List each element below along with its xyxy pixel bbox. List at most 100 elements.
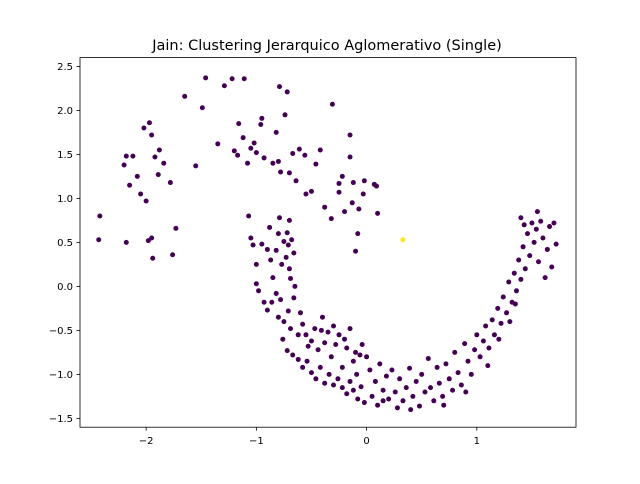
scatter-point-cluster-0-87 xyxy=(275,231,281,237)
scatter-point-cluster-0-183 xyxy=(452,349,458,355)
scatter-point-cluster-0-32 xyxy=(236,121,242,127)
scatter-point-cluster-0-98 xyxy=(292,283,298,289)
scatter-point-cluster-0-66 xyxy=(349,200,355,206)
plot-frame xyxy=(79,57,577,428)
scatter-point-cluster-0-170 xyxy=(413,378,419,384)
scatter-point-cluster-0-105 xyxy=(273,290,279,296)
scatter-point-cluster-0-219 xyxy=(547,224,553,230)
scatter-point-cluster-0-11 xyxy=(138,191,144,197)
scatter-point-cluster-0-236 xyxy=(507,319,513,325)
scatter-point-cluster-0-153 xyxy=(364,354,370,360)
scatter-point-cluster-0-180 xyxy=(443,361,449,367)
scatter-point-cluster-0-203 xyxy=(511,270,517,276)
scatter-point-cluster-0-132 xyxy=(359,341,365,347)
scatter-point-cluster-0-213 xyxy=(533,226,539,232)
scatter-point-cluster-0-99 xyxy=(289,237,295,243)
scatter-point-cluster-0-227 xyxy=(331,323,337,329)
scatter-point-cluster-0-142 xyxy=(322,380,328,386)
scatter-point-cluster-0-177 xyxy=(434,364,440,370)
scatter-point-cluster-0-209 xyxy=(525,231,530,237)
scatter-point-cluster-0-40 xyxy=(258,121,264,127)
scatter-point-cluster-0-137 xyxy=(300,364,306,370)
scatter-point-cluster-0-46 xyxy=(277,84,282,90)
x-tick-label: −2 xyxy=(139,436,154,447)
y-tick-label: −1.0 xyxy=(49,370,73,381)
scatter-point-cluster-0-90 xyxy=(281,239,287,245)
scatter-point-cluster-0-237 xyxy=(512,301,518,307)
scatter-point-cluster-0-33 xyxy=(240,135,246,141)
scatter-point-cluster-0-88 xyxy=(277,215,282,221)
scatter-point-cluster-0-211 xyxy=(529,220,535,226)
scatter-point-cluster-0-175 xyxy=(428,385,434,391)
scatter-point-cluster-0-107 xyxy=(278,297,284,303)
scatter-point-cluster-0-128 xyxy=(347,326,353,332)
scatter-point-cluster-0-191 xyxy=(477,354,483,360)
scatter-point-cluster-0-16 xyxy=(152,154,158,160)
scatter-point-cluster-0-193 xyxy=(483,323,489,329)
scatter-point-cluster-0-39 xyxy=(261,155,267,161)
scatter-point-cluster-0-17 xyxy=(156,147,162,153)
scatter-point-cluster-0-189 xyxy=(472,347,478,353)
scatter-point-cluster-0-125 xyxy=(336,332,342,338)
scatter-point-cluster-0-207 xyxy=(520,244,526,250)
scatter-point-cluster-0-47 xyxy=(284,89,290,95)
scatter-point-cluster-0-20 xyxy=(170,252,176,258)
scatter-point-cluster-0-110 xyxy=(288,326,294,332)
y-tick-label: 0.5 xyxy=(57,238,73,249)
scatter-point-cluster-0-70 xyxy=(355,231,361,237)
scatter-point-cluster-0-116 xyxy=(305,343,311,349)
scatter-point-cluster-0-1 xyxy=(96,237,102,243)
scatter-point-cluster-0-84 xyxy=(268,257,274,263)
scatter-point-cluster-0-172 xyxy=(419,371,425,377)
scatter-point-cluster-0-86 xyxy=(273,247,279,253)
y-tick-label: 2.5 xyxy=(57,62,73,73)
points-layer xyxy=(96,75,559,413)
scatter-point-cluster-0-25 xyxy=(199,105,205,111)
scatter-point-cluster-0-108 xyxy=(281,319,287,325)
scatter-point-cluster-0-58 xyxy=(322,204,328,210)
scatter-point-cluster-0-6 xyxy=(127,182,133,188)
scatter-point-cluster-0-111 xyxy=(291,295,297,301)
scatter-point-cluster-0-195 xyxy=(489,317,495,323)
scatter-point-cluster-0-129 xyxy=(350,358,356,364)
scatter-point-cluster-0-188 xyxy=(468,371,474,377)
scatter-point-cluster-0-232 xyxy=(441,402,447,408)
scatter-point-cluster-0-174 xyxy=(425,356,431,362)
scatter-point-cluster-0-121 xyxy=(322,340,328,346)
scatter-point-cluster-0-163 xyxy=(392,389,398,395)
scatter-point-cluster-0-234 xyxy=(485,363,491,369)
scatter-point-cluster-0-210 xyxy=(527,253,533,259)
scatter-point-cluster-0-201 xyxy=(506,279,512,285)
scatter-point-cluster-0-34 xyxy=(245,160,251,166)
scatter-point-cluster-0-52 xyxy=(296,146,302,152)
scatter-point-cluster-0-59 xyxy=(328,216,334,222)
scatter-point-cluster-0-122 xyxy=(325,329,331,335)
scatter-point-cluster-0-15 xyxy=(150,255,156,261)
scatter-point-cluster-0-69 xyxy=(350,180,356,186)
scatter-point-cluster-0-112 xyxy=(295,332,301,338)
scatter-point-cluster-0-30 xyxy=(231,148,237,154)
scatter-point-cluster-0-157 xyxy=(375,402,381,408)
scatter-point-cluster-0-21 xyxy=(167,180,173,186)
scatter-point-cluster-0-181 xyxy=(446,376,452,382)
scatter-point-cluster-0-77 xyxy=(246,213,252,219)
scatter-point-cluster-0-106 xyxy=(275,314,281,320)
scatter-point-cluster-0-130 xyxy=(354,371,360,377)
scatter-point-cluster-0-29 xyxy=(229,76,235,82)
chart-title: Jain: Clustering Jerarquico Aglomerativo… xyxy=(151,38,502,54)
scatter-point-cluster-1-0 xyxy=(400,237,406,243)
scatter-point-cluster-0-0 xyxy=(97,213,103,219)
scatter-point-cluster-0-22 xyxy=(173,225,179,231)
scatter-point-cluster-0-53 xyxy=(302,152,308,158)
scatter-point-cluster-0-89 xyxy=(279,261,285,267)
scatter-point-cluster-0-144 xyxy=(331,382,337,388)
scatter-point-cluster-0-205 xyxy=(516,257,522,263)
x-axis-ticks: −2 −1 0 1 xyxy=(139,427,480,447)
scatter-point-cluster-0-196 xyxy=(491,332,497,338)
scatter-point-cluster-0-162 xyxy=(389,367,395,373)
scatter-point-cluster-0-136 xyxy=(295,356,301,362)
scatter-point-cluster-0-67 xyxy=(342,209,348,215)
scatter-point-cluster-0-141 xyxy=(317,364,323,370)
scatter-point-cluster-0-78 xyxy=(248,235,254,241)
